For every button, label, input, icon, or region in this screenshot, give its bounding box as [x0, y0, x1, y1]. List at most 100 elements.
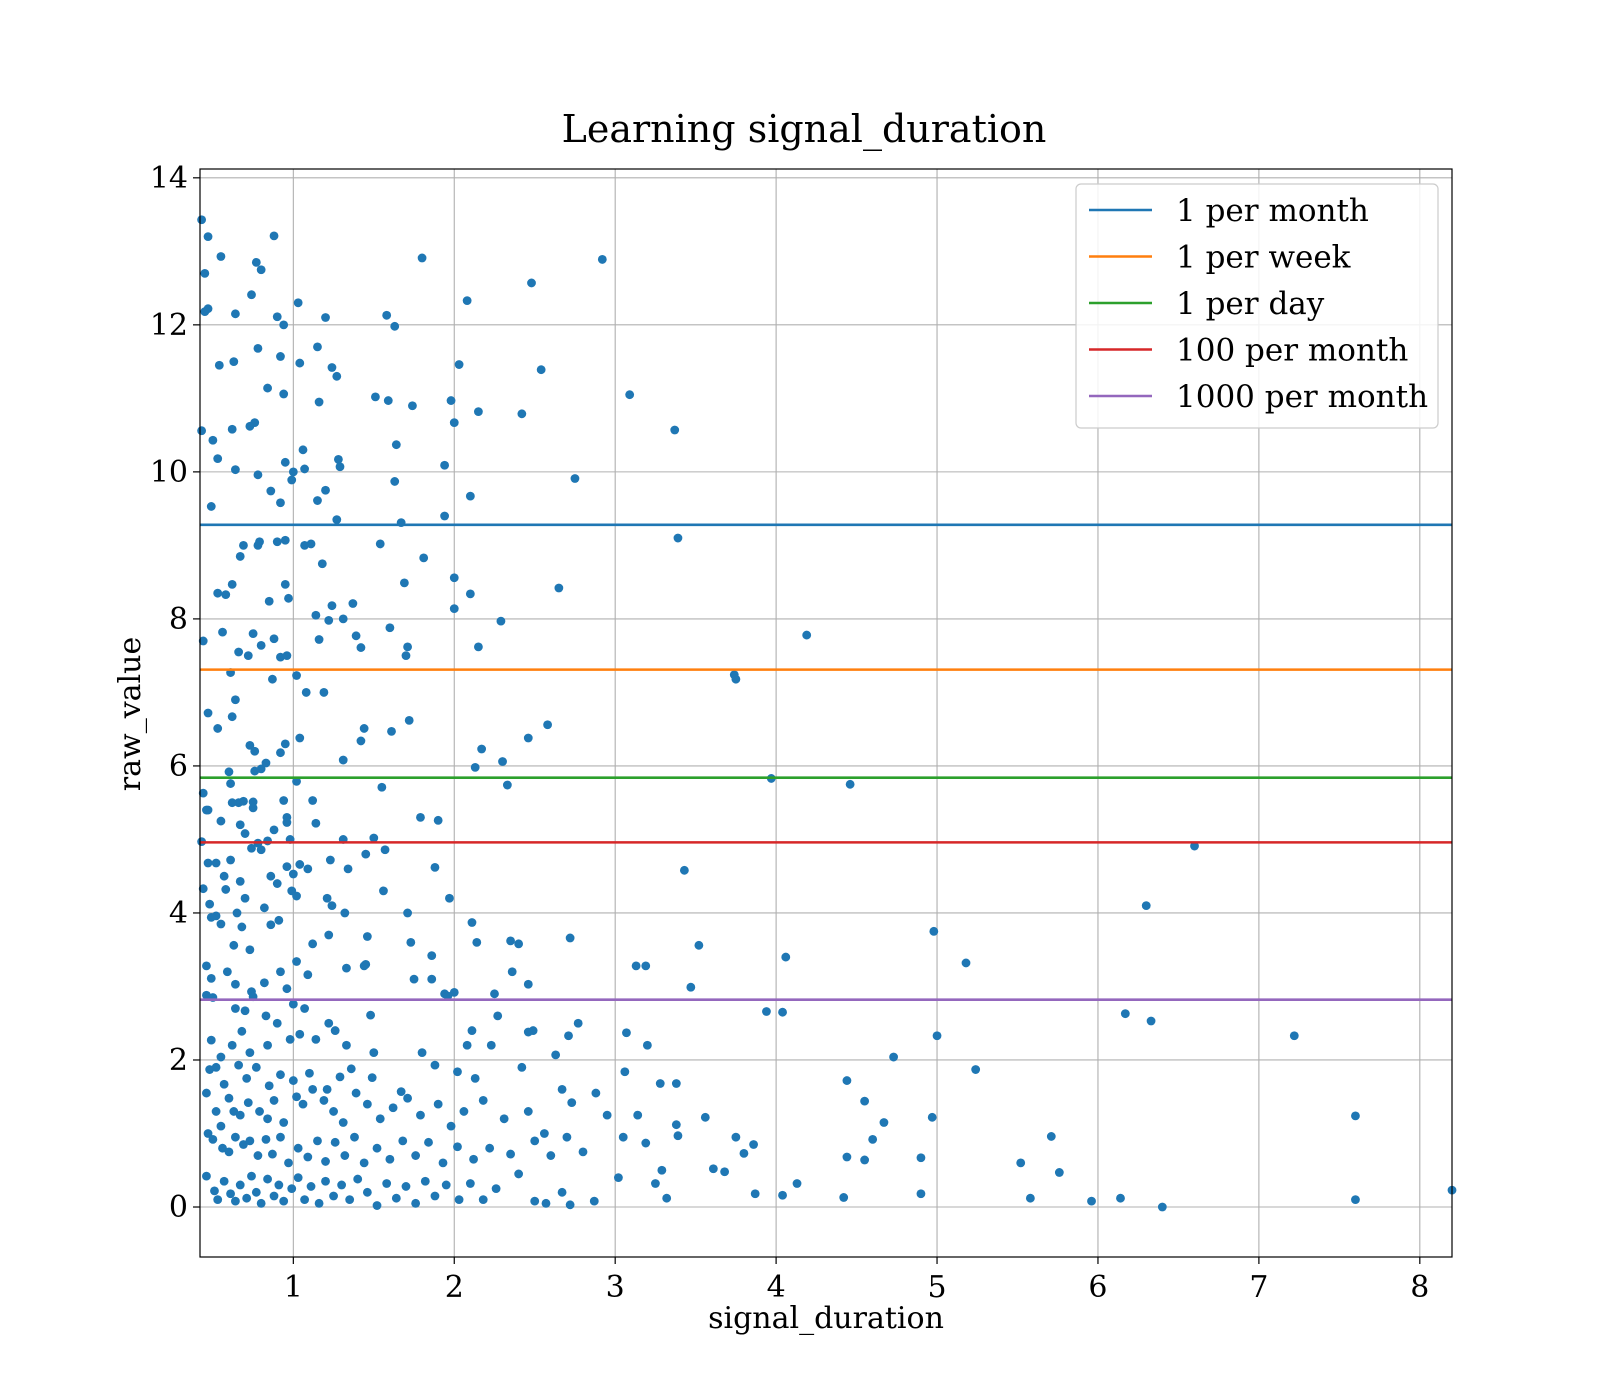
data-point: [430, 1060, 440, 1070]
data-point: [762, 1007, 771, 1016]
data-point: [202, 1088, 211, 1098]
data-point: [231, 695, 240, 705]
data-point: [213, 1195, 223, 1205]
data-point: [245, 1048, 255, 1058]
data-point: [202, 805, 211, 815]
data-point: [427, 974, 437, 984]
data-point: [350, 1132, 359, 1142]
data-point: [292, 671, 301, 680]
data-point: [498, 757, 507, 766]
data-point: [470, 763, 480, 772]
data-point: [403, 1093, 412, 1103]
data-point: [255, 537, 264, 547]
data-point: [222, 967, 232, 977]
data-point: [250, 746, 260, 756]
data-point: [589, 1196, 599, 1206]
data-point: [224, 1093, 234, 1103]
data-point: [263, 1040, 272, 1050]
data-point: [243, 651, 253, 661]
data-point: [311, 818, 321, 828]
data-point: [514, 1169, 524, 1179]
data-point: [449, 418, 459, 428]
legend-label: 100 per month: [1176, 333, 1408, 369]
data-point: [778, 1190, 787, 1200]
x-tick-label: 2: [445, 1270, 464, 1305]
data-point: [298, 445, 308, 455]
data-point: [308, 939, 318, 949]
data-point: [206, 973, 216, 983]
data-point: [467, 918, 477, 927]
data-point: [293, 1143, 303, 1153]
data-point: [860, 1155, 870, 1165]
data-point: [276, 352, 285, 361]
data-point: [251, 1187, 261, 1197]
data-point: [216, 919, 226, 929]
data-point: [657, 1165, 667, 1175]
data-point: [440, 511, 450, 521]
data-point: [565, 933, 575, 943]
data-point: [1016, 1158, 1026, 1168]
data-point: [210, 1186, 219, 1196]
data-point: [377, 782, 387, 792]
data-point: [469, 1154, 478, 1164]
data-point: [673, 533, 683, 543]
data-point: [308, 796, 318, 805]
data-point: [390, 321, 400, 331]
data-point: [253, 343, 263, 353]
plot-frame: [199, 168, 1453, 1258]
data-point: [478, 1195, 488, 1205]
data-point: [324, 930, 334, 940]
data-point: [641, 961, 651, 971]
data-point: [345, 1195, 355, 1205]
data-point: [614, 1173, 623, 1183]
data-point: [720, 1167, 730, 1177]
data-point: [293, 298, 303, 308]
data-point: [203, 304, 213, 314]
data-point: [641, 1138, 651, 1148]
data-point: [276, 498, 285, 508]
data-point: [226, 1189, 235, 1199]
legend-label: 1 per week: [1176, 240, 1351, 276]
data-point: [292, 776, 301, 786]
data-point: [321, 313, 330, 322]
data-point: [280, 739, 290, 749]
data-point: [346, 1064, 356, 1074]
data-point: [443, 991, 453, 1001]
data-point: [303, 970, 313, 980]
data-point: [261, 1011, 271, 1021]
data-point: [391, 440, 401, 450]
data-point: [523, 979, 533, 989]
data-point: [306, 539, 316, 549]
data-point: [403, 642, 412, 652]
data-point: [300, 1004, 310, 1013]
data-point: [446, 396, 456, 405]
data-point: [298, 1099, 308, 1109]
data-point: [573, 1018, 583, 1028]
data-point: [1351, 1195, 1360, 1205]
data-point: [314, 1198, 324, 1208]
data-point: [879, 1118, 889, 1127]
data-point: [284, 593, 293, 603]
data-point: [227, 1040, 237, 1050]
data-point: [202, 1171, 211, 1181]
data-point: [288, 1076, 298, 1085]
data-point: [227, 424, 237, 434]
data-point: [319, 1096, 329, 1105]
data-point: [263, 836, 272, 846]
data-point: [306, 1182, 316, 1191]
data-point: [541, 1198, 551, 1208]
data-point: [321, 485, 330, 495]
data-point: [462, 296, 472, 305]
data-point: [303, 1152, 313, 1162]
data-point: [211, 1062, 221, 1072]
data-point: [213, 588, 223, 598]
data-point: [237, 922, 247, 932]
data-point: [388, 1103, 398, 1113]
data-point: [276, 1132, 285, 1142]
data-point: [655, 1079, 665, 1088]
data-point: [662, 1193, 672, 1203]
data-point: [385, 1154, 395, 1164]
data-point: [287, 475, 297, 485]
data-point: [280, 457, 290, 467]
data-point: [618, 1132, 628, 1142]
